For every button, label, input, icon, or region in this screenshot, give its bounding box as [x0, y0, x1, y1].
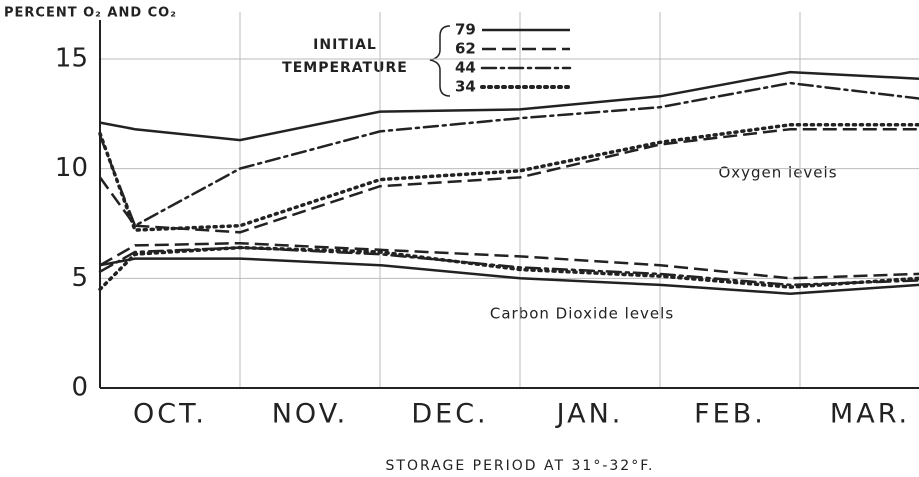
oxygen-line — [98, 81, 919, 228]
x-tick-label: NOV. — [272, 399, 349, 430]
legend-label: 34 — [455, 78, 476, 96]
x-tick-label: JAN. — [555, 399, 624, 430]
y-tick-label: 15 — [55, 43, 88, 73]
annotation: Carbon Dioxide levels — [490, 305, 674, 323]
legend-title: INITIAL — [313, 37, 377, 53]
oxygen-line — [99, 70, 919, 142]
co2-line — [99, 257, 919, 295]
x-tick-label: DEC. — [411, 399, 488, 430]
x-tick-label: MAR. — [830, 399, 910, 430]
y-axis-title: PERCENT O₂ AND CO₂ — [4, 6, 177, 21]
y-tick-label: 0 — [71, 373, 88, 403]
y-tick-label: 5 — [71, 263, 88, 293]
x-tick-label: FEB. — [694, 399, 766, 430]
x-axis-title: STORAGE PERIOD AT 31°-32°F. — [386, 458, 655, 474]
legend-brace — [429, 25, 451, 97]
legend-label: 62 — [455, 40, 476, 58]
annotation: Oxygen levels — [718, 164, 837, 182]
legend-label: 79 — [455, 21, 476, 39]
y-tick-label: 10 — [55, 153, 88, 183]
oxygen-line — [98, 127, 919, 234]
legend-title: TEMPERATURE — [282, 60, 408, 76]
x-tick-label: OCT. — [133, 399, 207, 430]
legend-label: 44 — [455, 59, 476, 77]
oxygen-line — [98, 123, 919, 232]
co2-line — [98, 245, 919, 292]
